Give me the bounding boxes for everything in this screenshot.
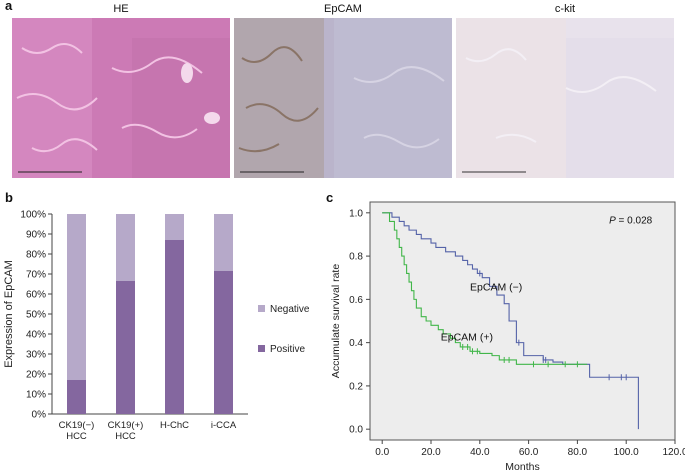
y-tick-label: 10% <box>26 390 46 401</box>
x-tick-label: 0.0 <box>375 447 389 458</box>
y-axis-label: Expression of EpCAM <box>3 260 15 368</box>
stacked-bar-chart: 0% 10% 20% 30% 40% 50% 60% 70% 80% 90% 100% CK19(−)… <box>3 210 310 443</box>
y-tick-label: 0.4 <box>349 338 363 349</box>
x-tick-label: CK19(−) <box>59 420 95 431</box>
y-axis-label: Accumulate survival rate <box>330 264 342 379</box>
bar-negative <box>116 214 135 281</box>
series-negative-line <box>382 212 639 430</box>
p-value-annotation: P = 0.028 <box>609 216 653 227</box>
p-value-symbol: P <box>609 216 616 227</box>
x-tick-label: i-CCA <box>211 420 237 431</box>
y-tick-label: 60% <box>26 290 46 301</box>
ckit-title: c-kit <box>554 3 576 15</box>
y-tick-label: 0.0 <box>349 425 363 436</box>
x-tick-label: 80.0 <box>568 447 588 458</box>
x-tick-label: 20.0 <box>421 447 441 458</box>
y-tick-label: 30% <box>26 350 46 361</box>
series-positive-label: EpCAM (+) <box>441 331 493 343</box>
x-tick-label: HCC <box>66 431 87 442</box>
bar-positive <box>214 271 233 414</box>
bar-negative <box>67 214 86 380</box>
y-tick-label: 40% <box>26 330 46 341</box>
y-tick-label: 70% <box>26 270 46 281</box>
x-tick-label: H-ChC <box>160 420 189 431</box>
he-title: HE <box>113 3 129 15</box>
epcam-image <box>234 18 452 178</box>
bar-negative <box>214 214 233 271</box>
ckit-texture <box>456 18 674 178</box>
y-tick-label: 20% <box>26 370 46 381</box>
epcam-texture <box>234 18 452 178</box>
bar-positive <box>67 380 86 414</box>
x-tick-label: 100.0 <box>614 447 639 458</box>
x-tick-label: HCC <box>115 431 136 442</box>
ckit-image <box>456 18 674 178</box>
panel-b-letter: b <box>5 190 13 205</box>
he-image <box>12 18 230 178</box>
y-tick-label: 0.8 <box>349 252 363 263</box>
y-tick-label: 0.2 <box>349 381 363 392</box>
x-tick-label: 60.0 <box>519 447 539 458</box>
panel-a-letter: a <box>5 0 13 13</box>
y-tick-label: 80% <box>26 250 46 261</box>
epcam-title: EpCAM <box>324 3 362 15</box>
plot-area <box>369 201 676 441</box>
legend-label: Positive <box>270 344 305 355</box>
panel-c-letter: c <box>326 190 334 205</box>
x-tick-label: 120.0 <box>662 447 685 458</box>
series-negative-label: EpCAM (−) <box>470 282 522 294</box>
bar-negative <box>165 214 184 240</box>
legend-swatch <box>258 305 265 312</box>
x-tick-label: 40.0 <box>470 447 490 458</box>
he-texture <box>12 18 230 178</box>
y-tick-label: 1.0 <box>349 208 363 219</box>
y-tick-label: 90% <box>26 230 46 241</box>
x-axis-label: Months <box>505 461 539 473</box>
p-value-text: = 0.028 <box>616 216 653 227</box>
series-positive-line <box>382 212 588 365</box>
y-tick-label: 0% <box>32 410 47 421</box>
bar-positive <box>116 281 135 414</box>
bar-positive <box>165 240 184 414</box>
y-tick-label: 50% <box>26 310 46 321</box>
x-tick-label: CK19(+) <box>108 420 144 431</box>
y-tick-label: 100% <box>20 210 46 221</box>
y-tick-label: 0.6 <box>349 295 363 306</box>
legend-label: Negative <box>270 304 310 315</box>
legend-swatch <box>258 345 265 352</box>
survival-chart: 0.0 0.2 0.4 0.6 0.8 1.0 0.0 20.0 40.0 60.0 80.0 100… <box>330 201 685 473</box>
